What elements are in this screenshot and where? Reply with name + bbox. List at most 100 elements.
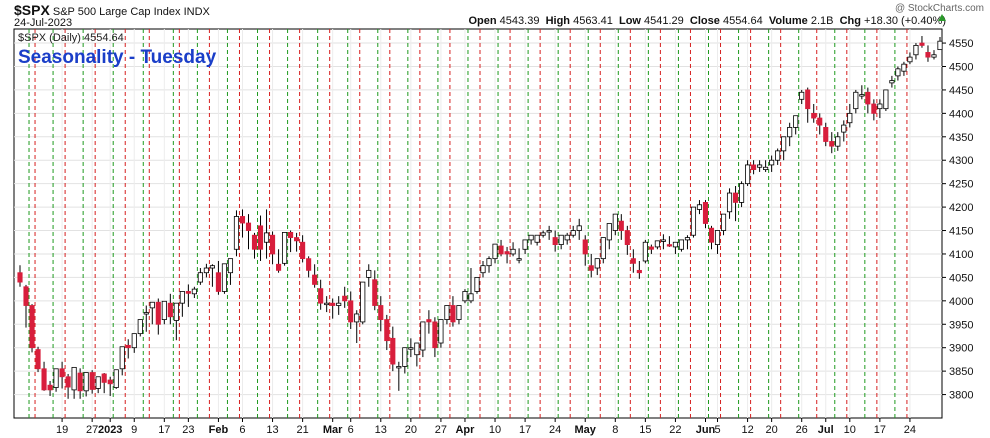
candle-body-up [757,164,763,168]
candle-body-up [642,241,648,262]
candle [275,249,282,273]
candle-body-up [931,54,937,58]
candle [889,75,895,88]
candle [462,289,468,304]
candle-body-down [77,372,83,392]
y-tick-label: 4000 [949,296,973,308]
candle [372,270,378,311]
candle [59,361,65,389]
candle-body-up [690,206,697,236]
candle [53,368,59,392]
low-label: Low [618,15,641,27]
candle-body-up [594,258,600,269]
candle [618,214,624,240]
candle-body-down [125,344,131,349]
ohlc-readout: Open 4543.39 High 4563.41 Low 4541.29 Cl… [468,15,946,27]
x-tick-label: 24 [549,424,561,436]
candles [17,36,943,399]
candle [588,253,594,278]
candle-body-up [516,258,522,261]
candle [318,279,324,310]
candle-body-up [678,239,685,250]
candle-body-down [17,272,23,283]
candle-body-up [209,265,215,269]
symbol: $SPX [14,2,50,18]
candle-body-up [161,300,167,320]
x-tick-label: 27 [435,424,447,436]
candle-body-up [883,89,889,110]
candle-body-up [726,192,733,213]
candle-body-down [348,300,354,323]
candle-body-down [552,237,558,245]
candle [642,239,648,264]
y-tick-label: 4350 [949,132,973,144]
candle [185,284,191,307]
candle [516,248,522,264]
candle-body-down [805,89,811,110]
candle-body-up [660,239,666,242]
candle-body-up [179,291,185,304]
candle [853,89,859,114]
x-tick-label: May [575,424,597,436]
candle [739,181,745,208]
close-value: 4554.64 [722,15,763,27]
x-tick-label: 15 [639,424,651,436]
candle-body-up [324,302,330,306]
candle-body-up [787,127,793,138]
up-arrow-icon [938,14,946,21]
chg-label: Chg [839,15,861,27]
candle-body-down [504,251,510,255]
candle [354,310,360,344]
candle-body-down [618,220,624,231]
x-tick-label: 27 [86,424,98,436]
candle-body-up [769,159,775,166]
x-tick-label: 26 [796,424,808,436]
candle-body-up [672,241,678,248]
candle-body-up [366,269,372,278]
candle-body-down [300,241,306,260]
candle [251,232,258,259]
candle [408,338,414,358]
candle [233,210,240,257]
candle-body-up [612,213,618,231]
y-tick-label: 4100 [949,249,973,261]
x-tick-label: 9 [131,424,137,436]
candle [263,209,270,259]
candle-body-up [402,347,408,367]
candle-body-down [269,234,276,255]
candle [173,302,179,341]
candle-body-up [696,204,703,210]
candle-body-down [288,232,294,238]
candle-body-up [835,136,841,147]
candle-body-down [23,286,29,306]
candle-body-down [588,265,594,271]
candle [799,89,805,104]
candle-body-up [492,243,498,260]
candle [498,239,504,257]
candle-body-down [35,349,41,370]
candle [95,376,101,394]
candle [378,296,384,332]
candle-body-up [720,213,727,231]
x-tick-label: 17 [158,424,170,436]
candle [654,240,660,250]
candle-body-down [732,192,739,203]
y-tick-label: 4300 [949,155,973,167]
candle-body-up [745,164,751,185]
candle [775,148,781,165]
candle [751,160,757,175]
candle-body-up [558,234,564,245]
candle [732,186,739,222]
candle [366,264,372,287]
candle [119,346,125,376]
candle-body-down [582,239,588,255]
plot-frame [13,28,943,419]
candle [312,264,318,288]
candle [294,232,300,252]
x-tick-label: 5 [714,424,720,436]
candle [35,346,41,373]
candle-body-up [71,366,77,391]
candle [708,225,715,250]
candle [179,291,185,317]
